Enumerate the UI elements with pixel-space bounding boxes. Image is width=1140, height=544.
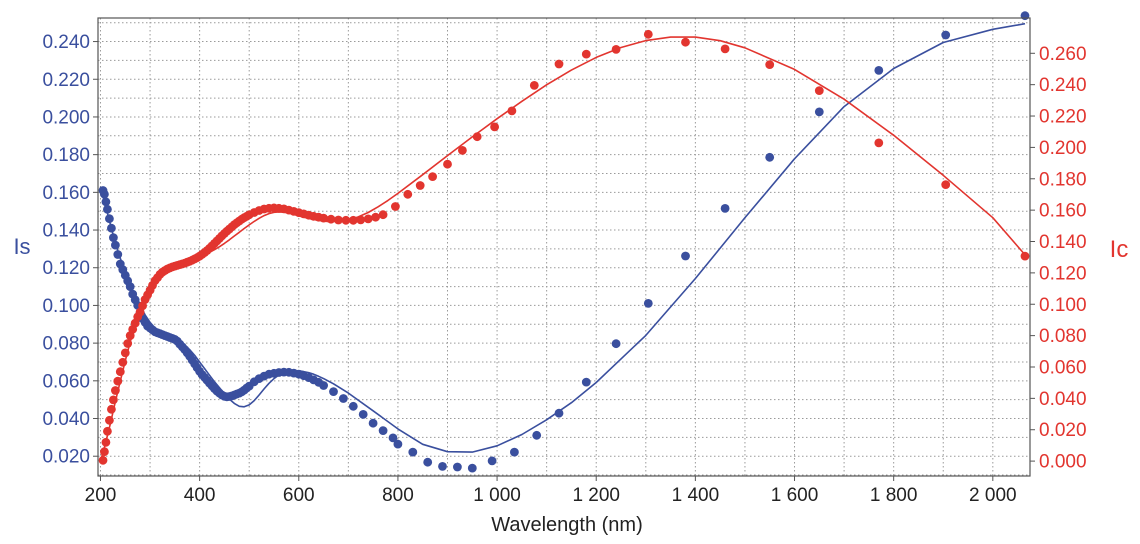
series-line-is [99,22,1026,453]
data-point-is [467,463,477,473]
data-point-ic [765,60,775,69]
data-point-is [720,204,730,213]
right-tick-label: 0.000 [1039,452,1087,473]
x-axis-title: Wavelength (nm) [491,514,643,536]
x-tick-label: 1 200 [572,485,620,506]
data-point-ic [529,81,539,90]
right-tick-label: 0.160 [1039,201,1087,222]
x-tick-label: 600 [283,485,315,506]
right-tick-label: 0.040 [1039,389,1087,410]
data-point-ic [1020,251,1030,261]
data-point-is [423,457,433,467]
data-point-is [581,377,591,387]
left-tick-label: 0.060 [42,371,90,392]
data-point-ic [458,146,467,155]
data-point-is [329,387,338,396]
x-tick-label: 1 600 [771,485,819,506]
data-point-ic [941,180,951,190]
data-point-ic [403,189,413,199]
left-tick-label: 0.100 [42,296,90,317]
data-point-ic [443,159,452,169]
left-tick-label: 0.120 [42,258,90,279]
right-tick-label: 0.060 [1039,357,1087,378]
right-tick-label: 0.120 [1039,263,1087,284]
data-point-is [438,462,447,471]
data-point-is [348,401,358,411]
right-tick-label: 0.240 [1039,75,1087,96]
data-point-ic [720,44,730,54]
data-point-ic [428,172,437,182]
data-point-is [487,456,497,466]
data-point-ic [643,29,653,39]
data-point-ic [378,210,388,220]
x-tick-label: 800 [382,485,414,506]
grid [98,18,1030,476]
data-point-is [941,30,951,40]
plot-frame [97,17,1031,477]
data-point-is [874,66,884,75]
left-tick-label: 0.020 [42,447,90,468]
data-point-ic [874,138,884,148]
x-tick-label: 1 000 [473,485,521,506]
data-point-ic [371,212,380,222]
left-tick-label: 0.180 [42,145,90,166]
right-tick-label: 0.080 [1039,326,1087,347]
right-tick-label: 0.140 [1039,232,1087,253]
data-point-ic [581,49,591,59]
left-tick-label: 0.160 [42,183,90,204]
data-point-is [510,447,519,457]
data-point-ic [681,37,690,47]
data-point-is [339,394,348,403]
data-point-is [814,107,824,117]
data-point-is [681,251,690,261]
data-point-is [388,433,398,443]
series-line-ic [99,36,1026,462]
left-axis-title: Is [13,234,30,259]
data-point-is [532,430,542,440]
data-point-is [643,299,653,308]
x-tick-label: 400 [184,485,216,506]
x-tick-label: 1 400 [672,485,720,506]
data-point-is [611,339,621,349]
data-point-ic [490,122,499,132]
right-tick-label: 0.220 [1039,107,1087,128]
data-point-ic [415,181,425,190]
data-point-ic [554,59,564,69]
right-axis-title: Ic [1110,236,1129,263]
data-point-ic [363,214,373,224]
data-point-ic [814,86,824,95]
data-point-is [408,447,418,457]
right-tick-label: 0.260 [1039,44,1087,65]
data-point-is [765,152,775,162]
left-tick-label: 0.220 [42,70,90,91]
left-tick-label: 0.080 [42,334,90,355]
data-point-ic [334,215,343,225]
x-tick-label: 2 000 [969,485,1017,506]
data-point-is [554,408,564,418]
left-tick-label: 0.140 [42,221,90,242]
data-point-ic [391,202,400,211]
data-point-ic [507,106,517,116]
data-point-is [319,381,328,390]
data-point-ic [356,215,366,225]
left-tick-label: 0.240 [42,32,90,53]
data-point-is [358,410,368,419]
right-tick-label: 0.200 [1039,138,1087,159]
data-point-is [393,439,403,449]
right-tick-label: 0.020 [1039,420,1087,441]
plot-area [98,11,1030,473]
x-tick-label: 200 [85,485,117,506]
data-point-is [1020,11,1030,21]
right-tick-label: 0.100 [1039,295,1087,316]
right-tick-label: 0.180 [1039,169,1087,190]
tick-labels: 0.020 0.040 0.060 0.080 0.100 0.120 0.140 0.160… [42,32,1086,506]
data-point-is [368,418,378,428]
data-point-is [378,426,388,435]
left-tick-label: 0.040 [42,409,90,430]
x-tick-label: 1 800 [870,485,918,506]
data-point-is [453,462,462,472]
left-tick-label: 0.200 [42,107,90,128]
